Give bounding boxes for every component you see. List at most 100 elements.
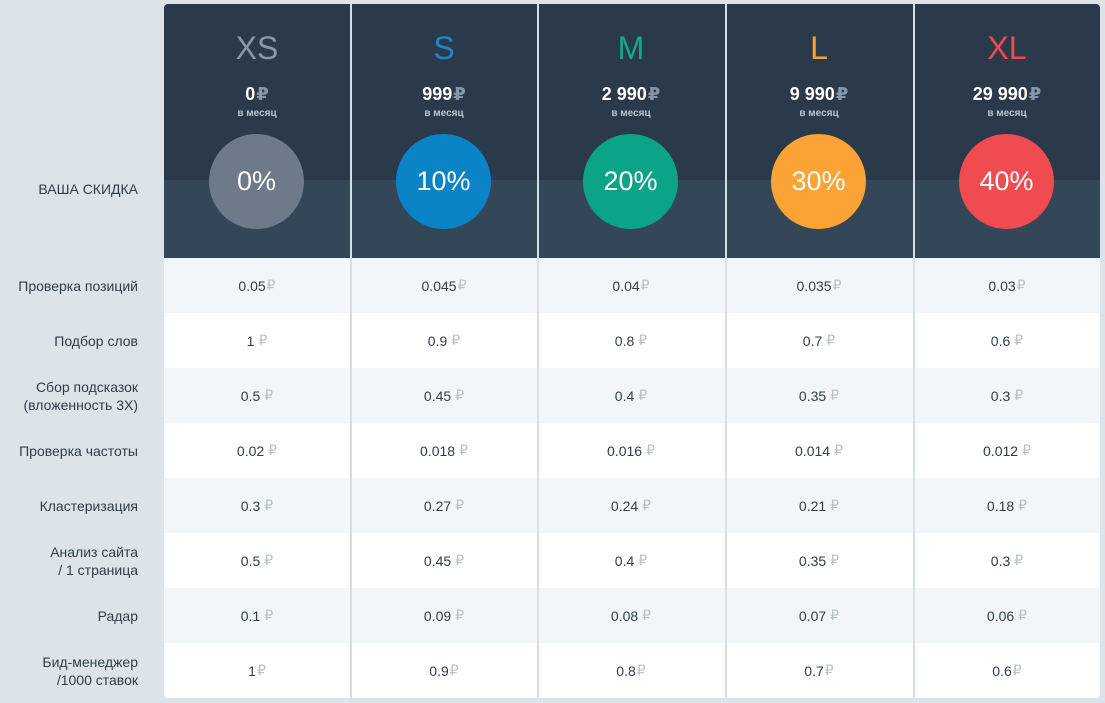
plan-price-value: 2 990 xyxy=(601,84,647,104)
ruble-icon: ₽ xyxy=(268,442,278,458)
price-value: 0.1 xyxy=(240,607,261,624)
row-label: Бид-менеджер /1000 ставок xyxy=(42,653,138,688)
plan-column-xl: XL 29 990₽ в месяц 40% xyxy=(914,4,1100,258)
ruble-icon: ₽ xyxy=(1014,332,1024,348)
price-cell: 0.012 ₽ xyxy=(914,423,1100,478)
plan-column-xs: XS 0₽ в месяц 0% xyxy=(164,4,350,258)
ruble-icon: ₽ xyxy=(830,552,840,568)
ruble-icon: ₽ xyxy=(642,607,652,623)
price-cell: 0.07 ₽ xyxy=(726,588,912,643)
discount-badge: 20% xyxy=(583,134,678,229)
ruble-icon: ₽ xyxy=(1022,442,1031,458)
ruble-icon: ₽ xyxy=(835,84,849,104)
price-cell: 0.03 ₽ xyxy=(914,258,1100,313)
ruble-icon: ₽ xyxy=(455,607,465,623)
ruble-icon: ₽ xyxy=(459,442,468,458)
price-value: 0.4 xyxy=(614,552,635,569)
price-cell: 0.06 ₽ xyxy=(914,588,1100,643)
price-value: 0.27 xyxy=(423,497,452,514)
ruble-icon: ₽ xyxy=(457,277,467,293)
ruble-icon: ₽ xyxy=(264,607,274,623)
price-cell: 0.5 ₽ xyxy=(164,368,350,423)
price-value: 0.016 xyxy=(607,442,643,459)
price-value: 0.02 xyxy=(236,442,265,459)
row-label: Проверка позиций xyxy=(18,277,138,294)
plan-column-l: L 9 990₽ в месяц 30% xyxy=(726,4,912,258)
ruble-icon: ₽ xyxy=(638,332,648,348)
price-cell: 0.9 ₽ xyxy=(351,313,537,368)
price-value: 0.21 xyxy=(798,497,827,514)
plan-column-s: S 999₽ в месяц 10% xyxy=(351,4,537,258)
column-divider xyxy=(350,4,352,698)
price-cell: 0.04 ₽ xyxy=(538,258,724,313)
ruble-icon: ₽ xyxy=(1028,84,1042,104)
price-value: 0.014 xyxy=(795,442,831,459)
ruble-icon: ₽ xyxy=(1018,607,1028,623)
price-cell: 0.35 ₽ xyxy=(726,533,912,588)
table-row: 0.1 ₽0.09 ₽0.08 ₽0.07 ₽0.06 ₽ xyxy=(164,588,1100,643)
price-value: 0.4 xyxy=(614,387,635,404)
discount-badge: 30% xyxy=(771,134,866,229)
price-value: 0.3 xyxy=(990,552,1011,569)
ruble-icon: ₽ xyxy=(453,84,466,104)
row-label: Анализ сайта / 1 страница xyxy=(50,543,138,578)
plan-period: в месяц xyxy=(611,108,651,119)
ruble-icon: ₽ xyxy=(642,497,652,513)
discount-badge: 0% xyxy=(209,134,304,229)
plan-period: в месяц xyxy=(987,108,1027,119)
row-labels-column: ВАША СКИДКА Проверка позиций Подбор слов С… xyxy=(0,0,164,703)
price-cell: 0.9 ₽ xyxy=(351,643,537,698)
table-row: 1 ₽0.9 ₽0.8 ₽0.7 ₽0.6 ₽ xyxy=(164,643,1100,698)
price-value: 0.5 xyxy=(240,552,261,569)
price-value: 1 xyxy=(248,662,256,679)
price-cell: 0.02 ₽ xyxy=(164,423,350,478)
ruble-icon: ₽ xyxy=(455,387,465,403)
price-cell: 0.24 ₽ xyxy=(538,478,724,533)
ruble-icon: ₽ xyxy=(264,497,274,513)
price-value: 0.8 xyxy=(614,332,635,349)
plan-price: 0₽ xyxy=(164,84,350,104)
price-value: 0.5 xyxy=(240,387,261,404)
price-value: 0.018 xyxy=(420,442,456,459)
plan-price-value: 29 990 xyxy=(972,84,1028,104)
ruble-icon: ₽ xyxy=(640,277,650,293)
price-cell: 0.27 ₽ xyxy=(351,478,537,533)
price-cell: 0.05 ₽ xyxy=(164,258,350,313)
price-cell: 0.016 ₽ xyxy=(538,423,724,478)
price-cell: 0.7 ₽ xyxy=(726,313,912,368)
plan-name: M xyxy=(617,30,645,66)
price-cell: 0.7 ₽ xyxy=(726,643,912,698)
plan-name: XS xyxy=(235,30,279,66)
ruble-icon: ₽ xyxy=(1016,277,1026,293)
price-value: 0.45 xyxy=(423,552,452,569)
ruble-icon: ₽ xyxy=(258,332,268,348)
price-value: 0.09 xyxy=(423,607,452,624)
price-value: 0.9 xyxy=(427,332,448,349)
price-value: 0.8 xyxy=(616,662,636,679)
row-label: Радар xyxy=(97,607,138,624)
price-cell: 0.4 ₽ xyxy=(538,368,724,423)
ruble-icon: ₽ xyxy=(830,387,840,403)
plan-price: 2 990₽ xyxy=(538,84,724,104)
discount-label: ВАША СКИДКА xyxy=(38,181,138,197)
plan-price: 999₽ xyxy=(351,84,537,104)
price-value: 0.04 xyxy=(612,277,640,294)
price-cell: 0.35 ₽ xyxy=(726,368,912,423)
plan-price-value: 999 xyxy=(422,84,453,104)
price-value: 0.6 xyxy=(990,332,1011,349)
column-divider xyxy=(913,4,915,698)
row-label: Сбор подсказок (вложенность 3Х) xyxy=(23,378,138,413)
price-value: 1 xyxy=(246,332,255,349)
price-cell: 0.6 ₽ xyxy=(914,313,1100,368)
price-value: 0.3 xyxy=(990,387,1011,404)
row-label: Проверка частоты xyxy=(19,442,138,459)
price-value: 0.45 xyxy=(423,387,452,404)
price-cell: 0.018 ₽ xyxy=(351,423,537,478)
price-cell: 0.5 ₽ xyxy=(164,533,350,588)
ruble-icon: ₽ xyxy=(638,387,648,403)
price-cell: 0.45 ₽ xyxy=(351,368,537,423)
price-value: 0.06 xyxy=(986,607,1015,624)
plan-price-value: 9 990 xyxy=(789,84,835,104)
price-cell: 0.3 ₽ xyxy=(164,478,350,533)
ruble-icon: ₽ xyxy=(264,387,274,403)
